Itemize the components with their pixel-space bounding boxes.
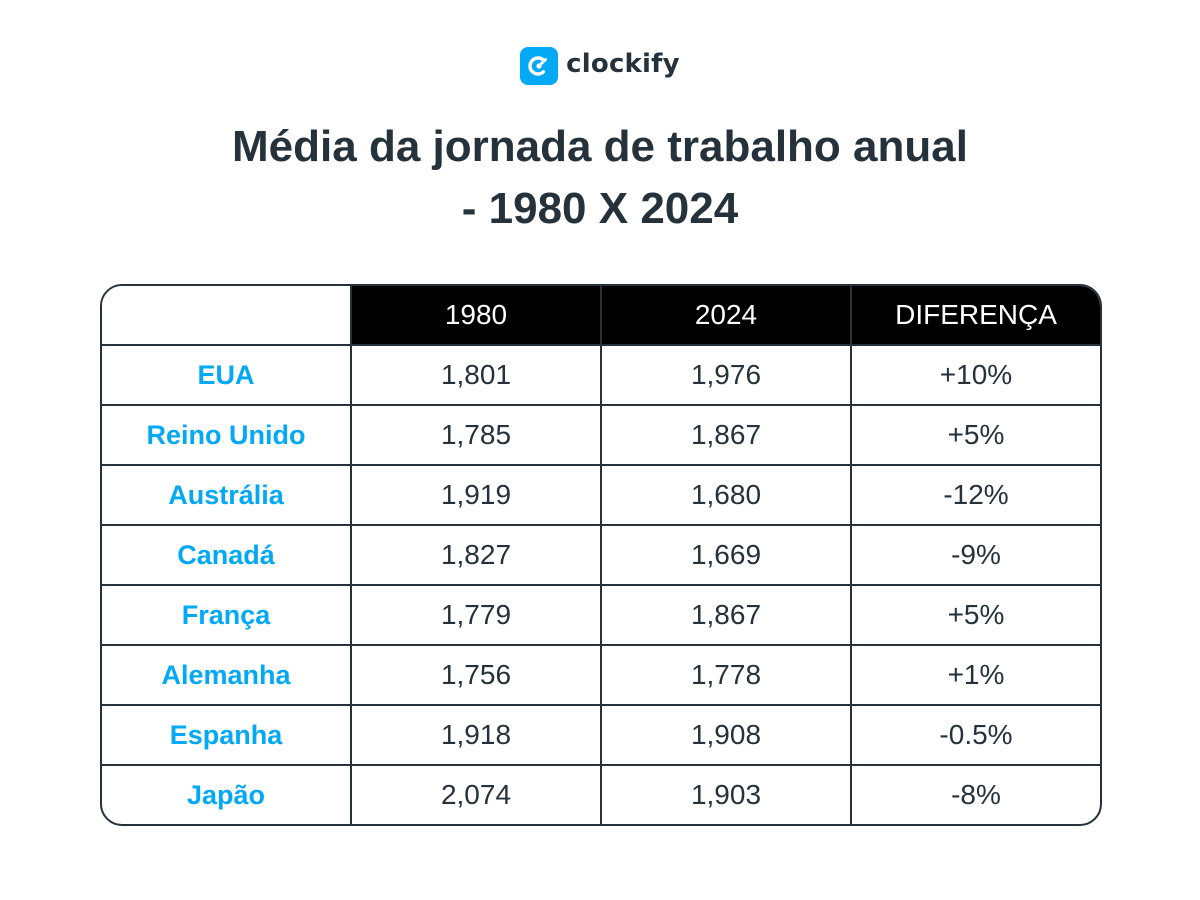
table-row: Austrália 1,919 1,680 -12% — [102, 464, 1100, 526]
table-header-row: 1980 2024 DIFERENÇA — [102, 286, 1100, 346]
header-1980: 1980 — [350, 286, 602, 346]
value-1980-cell: 1,919 — [350, 464, 602, 526]
country-cell: EUA — [102, 344, 352, 406]
country-cell: Canadá — [102, 524, 352, 586]
table-row: Alemanha 1,756 1,778 +1% — [102, 644, 1100, 706]
header-2024: 2024 — [600, 286, 852, 346]
value-2024-cell: 1,976 — [600, 344, 852, 406]
value-1980-cell: 2,074 — [350, 764, 602, 824]
difference-cell: +1% — [850, 644, 1100, 706]
value-1980-cell: 1,779 — [350, 584, 602, 646]
title-line-2: - 1980 X 2024 — [461, 184, 739, 233]
difference-cell: +10% — [850, 344, 1100, 406]
country-cell: Reino Unido — [102, 404, 352, 466]
header-corner-cell — [102, 286, 352, 346]
difference-cell: -8% — [850, 764, 1100, 824]
table-row: Reino Unido 1,785 1,867 +5% — [102, 404, 1100, 466]
value-1980-cell: 1,785 — [350, 404, 602, 466]
title-line-1: Média da jornada de trabalho anual — [232, 122, 968, 171]
value-1980-cell: 1,756 — [350, 644, 602, 706]
page-title: Média da jornada de trabalho anual - 198… — [0, 116, 1200, 240]
comparison-table-container: 1980 2024 DIFERENÇA EUA 1,801 1,976 +10% Rei… — [100, 284, 1102, 826]
value-1980-cell: 1,827 — [350, 524, 602, 586]
difference-cell: +5% — [850, 584, 1100, 646]
table-row: Japão 2,074 1,903 -8% — [102, 764, 1100, 824]
brand-header: clockify — [0, 46, 1200, 86]
header-difference: DIFERENÇA — [850, 286, 1100, 346]
table-row: Canadá 1,827 1,669 -9% — [102, 524, 1100, 586]
table-row: Espanha 1,918 1,908 -0.5% — [102, 704, 1100, 766]
value-2024-cell: 1,680 — [600, 464, 852, 526]
country-cell: Austrália — [102, 464, 352, 526]
value-2024-cell: 1,867 — [600, 404, 852, 466]
clockify-logo-icon — [520, 47, 559, 85]
value-1980-cell: 1,801 — [350, 344, 602, 406]
country-cell: Alemanha — [102, 644, 352, 706]
value-2024-cell: 1,903 — [600, 764, 852, 824]
country-cell: Japão — [102, 764, 352, 824]
difference-cell: -9% — [850, 524, 1100, 586]
table-body: EUA 1,801 1,976 +10% Reino Unido 1,785 1,867 +5… — [102, 344, 1100, 824]
brand-name: clockify — [566, 49, 680, 79]
country-cell: Espanha — [102, 704, 352, 766]
country-cell: França — [102, 584, 352, 646]
comparison-table: 1980 2024 DIFERENÇA EUA 1,801 1,976 +10% Rei… — [102, 286, 1100, 824]
value-1980-cell: 1,918 — [350, 704, 602, 766]
value-2024-cell: 1,908 — [600, 704, 852, 766]
value-2024-cell: 1,778 — [600, 644, 852, 706]
value-2024-cell: 1,867 — [600, 584, 852, 646]
value-2024-cell: 1,669 — [600, 524, 852, 586]
difference-cell: -12% — [850, 464, 1100, 526]
difference-cell: -0.5% — [850, 704, 1100, 766]
table-row: EUA 1,801 1,976 +10% — [102, 344, 1100, 406]
table-row: França 1,779 1,867 +5% — [102, 584, 1100, 646]
difference-cell: +5% — [850, 404, 1100, 466]
